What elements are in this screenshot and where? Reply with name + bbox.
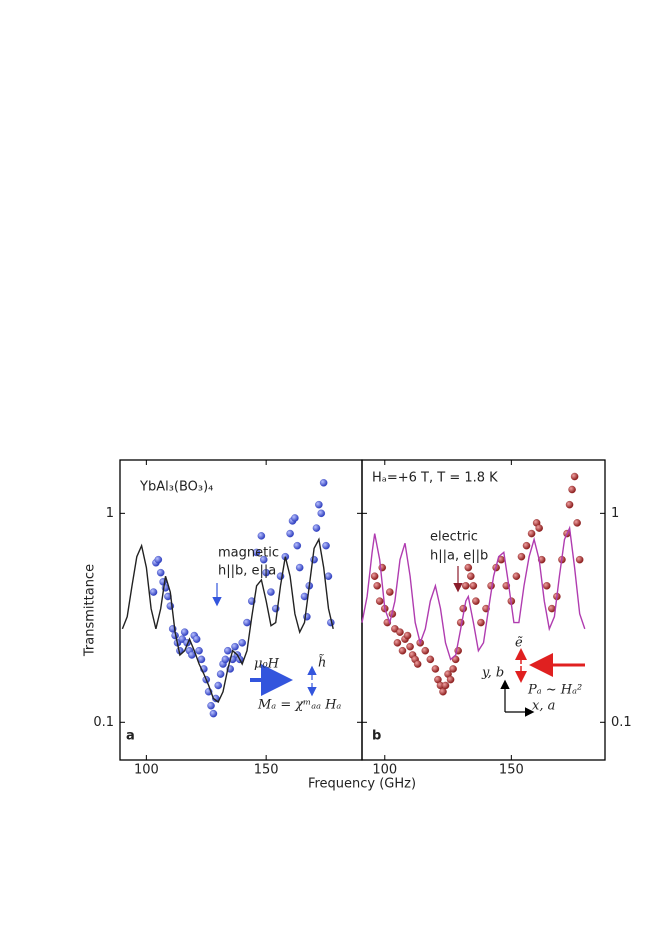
plot-frame [361, 459, 606, 761]
data-point [431, 665, 440, 673]
data-point [446, 675, 455, 684]
data-point [467, 572, 475, 580]
data-point [373, 582, 381, 590]
x-tick-label: 150 [254, 763, 279, 778]
panel-label: b [372, 729, 381, 744]
panel-label: a [126, 729, 135, 744]
annotation: h̃ [318, 654, 326, 671]
data-point [238, 639, 246, 647]
data-point [192, 635, 201, 643]
data-point [517, 552, 526, 561]
data-point [477, 618, 485, 627]
data-point [469, 582, 478, 590]
data-point [462, 582, 470, 590]
data-point [156, 568, 165, 577]
data-point [224, 646, 232, 655]
x-tick-label: 100 [372, 763, 397, 778]
y-tick-label: 1 [611, 506, 619, 521]
data-point [449, 665, 457, 673]
data-point [312, 524, 321, 532]
data-point [216, 670, 225, 678]
data-point [441, 681, 450, 690]
data-point [317, 509, 326, 518]
annotation: Mₐ = χᵐₐₐ Hₐ [257, 698, 341, 713]
data-point [221, 655, 230, 664]
data-point [573, 519, 581, 527]
annotation: electric [430, 530, 478, 545]
data-point [548, 604, 556, 613]
data-point [231, 642, 239, 651]
data-point [370, 572, 379, 580]
annotation: h||b, e||a [218, 564, 276, 579]
data-point [464, 563, 473, 572]
y-tick-label: 0.1 [611, 715, 632, 730]
panel-title: Hₐ=+6 T, T = 1.8 K [372, 471, 498, 486]
data-point [324, 572, 333, 580]
annotation: ẽ [515, 636, 523, 651]
annotation: y, b [481, 666, 504, 681]
data-point [319, 479, 328, 487]
data-point [243, 618, 251, 627]
data-point [310, 555, 318, 564]
data-point [421, 646, 430, 655]
data-point [322, 541, 330, 550]
data-point [406, 642, 414, 651]
data-point [568, 485, 576, 494]
fit-line [361, 525, 586, 661]
data-point [286, 529, 294, 538]
annotation: Pₐ ~ Hₐ² [527, 683, 582, 698]
data-point [575, 555, 584, 564]
x-tick-label: 100 [134, 763, 159, 778]
data-point [149, 588, 158, 596]
data-point [386, 588, 394, 596]
data-point [398, 646, 407, 655]
y-axis-label: Transmittance [83, 564, 98, 657]
data-point [527, 529, 536, 538]
data-point [522, 541, 531, 550]
annotation: h||a, e||b [430, 549, 488, 564]
data-point [293, 541, 302, 550]
data-point [565, 500, 574, 509]
data-point [262, 568, 270, 577]
data-point [396, 628, 404, 636]
data-point [257, 532, 266, 540]
annotation: magnetic [218, 546, 279, 561]
data-point [260, 555, 268, 564]
data-point [267, 588, 275, 596]
y-tick-label: 0.1 [93, 715, 114, 730]
data-point [413, 660, 422, 668]
annotation: x, a [532, 699, 555, 714]
data-point [426, 655, 435, 664]
data-point [252, 548, 261, 557]
data-point [291, 514, 299, 522]
data-point [209, 709, 218, 718]
data-point [393, 639, 402, 647]
annotation: μ₀H [254, 657, 280, 672]
data-point [512, 572, 521, 580]
data-point [375, 597, 384, 605]
data-point [195, 646, 203, 655]
data-point [207, 701, 215, 710]
data-point [295, 563, 304, 572]
x-tick-label: 150 [499, 763, 524, 778]
panel-title: YbAl₃(BO₃)₄ [139, 480, 213, 495]
x-axis-label: Frequency (GHz) [308, 777, 416, 792]
plot-frame [119, 459, 363, 761]
fit-line [121, 537, 334, 704]
data-point [154, 555, 163, 564]
data-point [535, 524, 543, 532]
data-point [315, 500, 323, 509]
data-point [214, 681, 222, 690]
data-point [403, 631, 412, 640]
data-point [543, 582, 551, 590]
data-point [570, 472, 579, 481]
y-tick-label: 1 [106, 506, 114, 521]
data-point [180, 628, 189, 636]
data-point [472, 597, 480, 605]
